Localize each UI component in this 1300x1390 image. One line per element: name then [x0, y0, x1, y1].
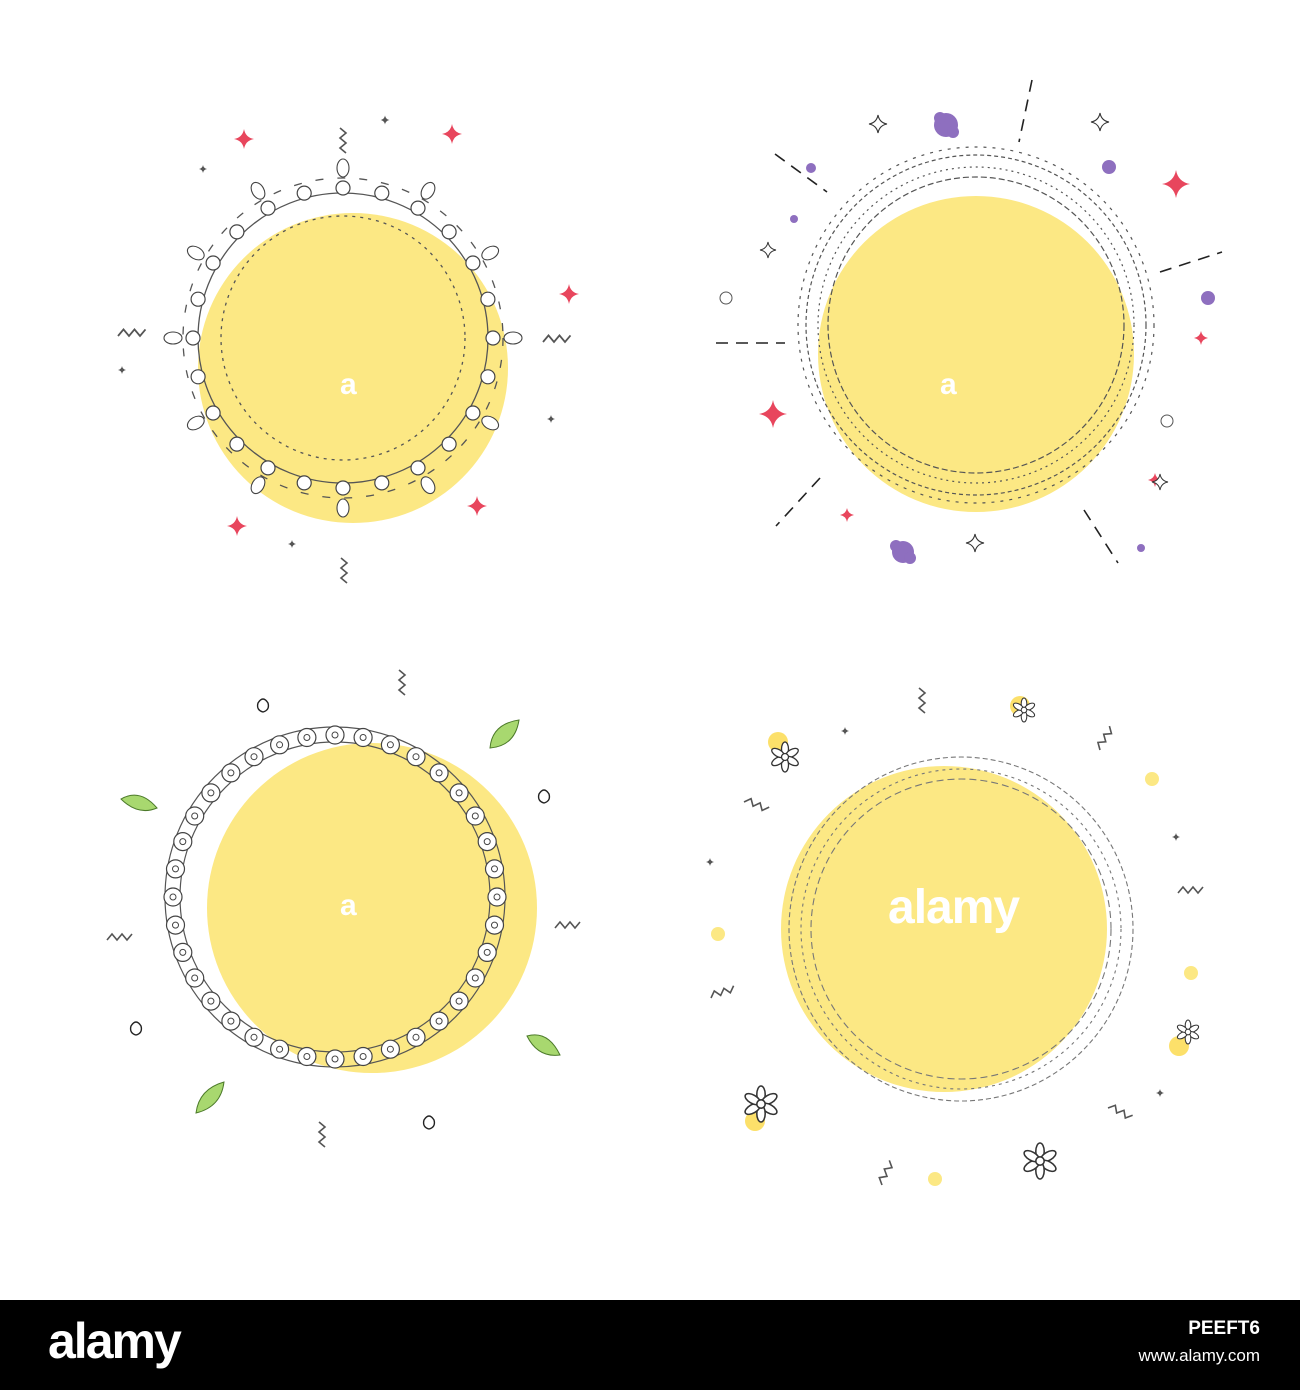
artwork-canvas [106, 79, 1223, 1186]
frame-bottom-right-loop-lace [706, 687, 1204, 1186]
yellow-circle [818, 196, 1134, 512]
petal-outline-icons [129, 698, 551, 1130]
burst-line-icons [716, 79, 1223, 564]
swirl-lace-ornament [797, 146, 1155, 504]
loop-lace-ornament [788, 756, 1134, 1102]
leaf-icons [120, 719, 561, 1114]
frame-top-right-swirl-lace [716, 79, 1223, 564]
watermark-mark: a [340, 368, 357, 401]
yellow-circle [207, 743, 537, 1073]
footer-info: PEEFT6 www.alamy.com [1138, 1318, 1260, 1366]
image-id: PEEFT6 [1188, 1318, 1260, 1339]
wreath-bead-icons [163, 158, 523, 518]
watermark-logo: alamy [888, 881, 1020, 934]
yellow-circle [781, 766, 1107, 1092]
watermark-mark: a [340, 889, 357, 922]
daisy-icons [742, 696, 1201, 1180]
footer-url: www.alamy.com [1138, 1346, 1260, 1365]
yellow-circle [198, 213, 508, 523]
chain-bead-icons [163, 725, 507, 1069]
watermark-mark: a [940, 368, 957, 401]
outline-flower-icons [719, 291, 1174, 428]
frame-bottom-left-bead-chain [106, 669, 581, 1148]
footer-logo: alamy [48, 1313, 182, 1369]
purple-flower-icons [790, 112, 1215, 564]
yellow-dot-icons [711, 772, 1198, 1186]
footer-bar: alamy PEEFT6 www.alamy.com [0, 1300, 1300, 1390]
frame-top-left-flower-wreath [117, 115, 579, 584]
